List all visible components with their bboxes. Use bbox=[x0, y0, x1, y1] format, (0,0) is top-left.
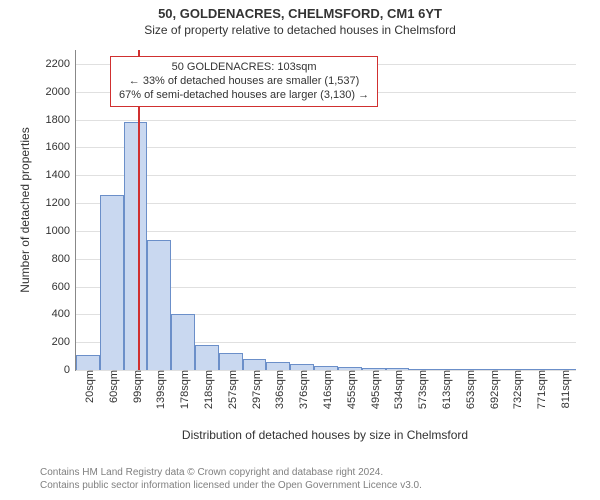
histogram-bar bbox=[195, 345, 219, 370]
y-tick-label: 1400 bbox=[46, 169, 76, 181]
y-axis-label: Number of detached properties bbox=[18, 50, 32, 370]
x-tick-label: 692sqm bbox=[485, 370, 501, 409]
x-tick-label: 534sqm bbox=[389, 370, 405, 409]
y-tick-label: 2000 bbox=[46, 86, 76, 98]
chart-subtitle: Size of property relative to detached ho… bbox=[0, 21, 600, 41]
x-tick-label: 455sqm bbox=[342, 370, 358, 409]
annotation-box: 50 GOLDENACRES: 103sqm ← 33% of detached… bbox=[110, 56, 378, 107]
x-tick-label: 336sqm bbox=[270, 370, 286, 409]
x-tick-label: 495sqm bbox=[366, 370, 382, 409]
x-tick-label: 139sqm bbox=[151, 370, 167, 409]
x-tick-label: 771sqm bbox=[532, 370, 548, 409]
histogram-bar bbox=[100, 195, 124, 370]
footer-line-1: Contains HM Land Registry data © Crown c… bbox=[40, 466, 422, 479]
y-tick-label: 0 bbox=[64, 364, 76, 376]
histogram-bar bbox=[219, 353, 243, 370]
y-tick-label: 800 bbox=[52, 253, 76, 265]
histogram-bar bbox=[76, 355, 100, 370]
x-tick-label: 613sqm bbox=[437, 370, 453, 409]
x-tick-label: 811sqm bbox=[556, 370, 572, 408]
x-tick-label: 653sqm bbox=[461, 370, 477, 409]
y-tick-label: 1600 bbox=[46, 141, 76, 153]
annotation-line-3: 67% of semi-detached houses are larger (… bbox=[119, 89, 369, 103]
x-tick-label: 416sqm bbox=[318, 370, 334, 409]
footer-line-2: Contains public sector information licen… bbox=[40, 479, 422, 492]
x-tick-label: 732sqm bbox=[508, 370, 524, 409]
gridline bbox=[76, 175, 576, 176]
y-tick-label: 1800 bbox=[46, 114, 76, 126]
gridline bbox=[76, 120, 576, 121]
gridline bbox=[76, 147, 576, 148]
x-tick-label: 60sqm bbox=[104, 370, 120, 403]
x-axis-label: Distribution of detached houses by size … bbox=[75, 428, 575, 442]
histogram-bar bbox=[147, 240, 171, 370]
x-tick-label: 573sqm bbox=[413, 370, 429, 409]
chart-title: 50, GOLDENACRES, CHELMSFORD, CM1 6YT bbox=[0, 0, 600, 21]
y-tick-label: 1200 bbox=[46, 197, 76, 209]
annotation-line-2: ← 33% of detached houses are smaller (1,… bbox=[119, 75, 369, 89]
y-tick-label: 400 bbox=[52, 308, 76, 320]
y-tick-label: 200 bbox=[52, 336, 76, 348]
histogram-bar bbox=[266, 362, 290, 370]
y-tick-label: 2200 bbox=[46, 58, 76, 70]
histogram-bar bbox=[171, 314, 195, 370]
x-tick-label: 297sqm bbox=[247, 370, 263, 409]
histogram-bar bbox=[124, 122, 148, 370]
gridline bbox=[76, 231, 576, 232]
footer-attribution: Contains HM Land Registry data © Crown c… bbox=[40, 466, 422, 492]
histogram-bar bbox=[243, 359, 267, 370]
x-tick-label: 376sqm bbox=[294, 370, 310, 409]
y-tick-label: 1000 bbox=[46, 225, 76, 237]
gridline bbox=[76, 203, 576, 204]
chart-container: 50, GOLDENACRES, CHELMSFORD, CM1 6YT Siz… bbox=[0, 0, 600, 500]
x-tick-label: 218sqm bbox=[199, 370, 215, 409]
x-tick-label: 20sqm bbox=[80, 370, 96, 403]
x-tick-label: 99sqm bbox=[128, 370, 144, 403]
y-tick-label: 600 bbox=[52, 281, 76, 293]
x-tick-label: 178sqm bbox=[175, 370, 191, 409]
annotation-line-1: 50 GOLDENACRES: 103sqm bbox=[119, 61, 369, 75]
x-tick-label: 257sqm bbox=[223, 370, 239, 409]
